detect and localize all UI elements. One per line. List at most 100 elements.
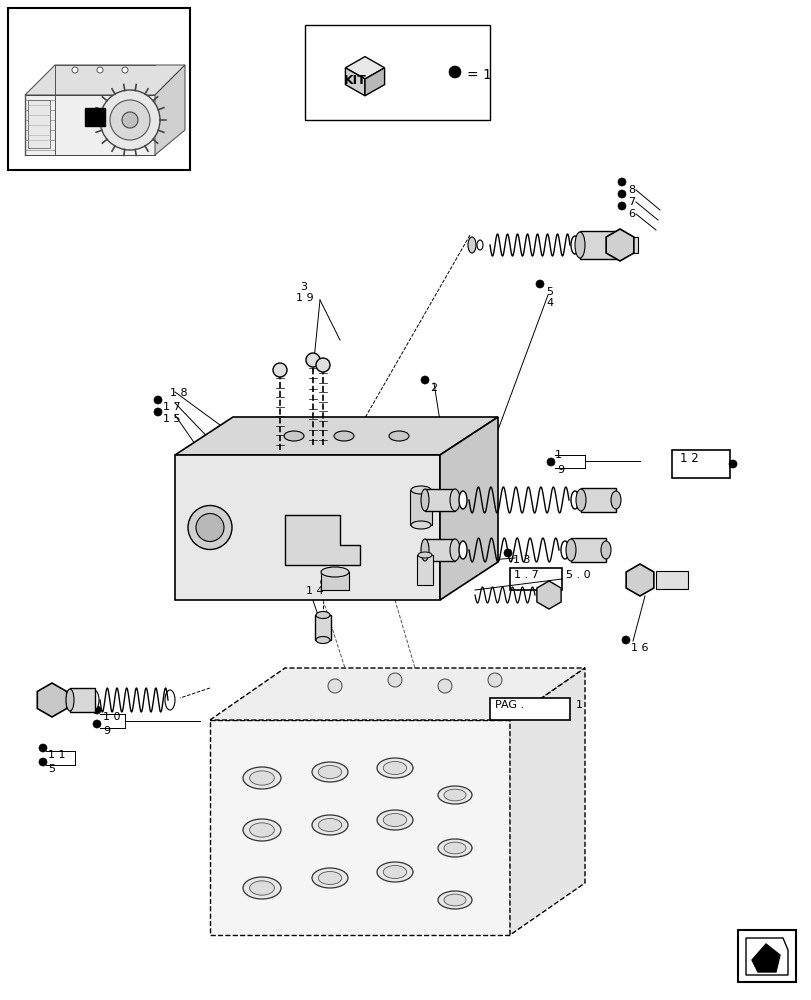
- Text: KIT: KIT: [343, 74, 366, 87]
- Polygon shape: [210, 720, 509, 935]
- Text: 9: 9: [103, 726, 110, 736]
- Circle shape: [306, 353, 320, 367]
- Ellipse shape: [476, 240, 483, 250]
- Circle shape: [272, 363, 286, 377]
- Polygon shape: [345, 57, 384, 79]
- Polygon shape: [25, 65, 185, 95]
- Ellipse shape: [320, 567, 349, 577]
- Ellipse shape: [66, 689, 74, 711]
- Text: 8: 8: [627, 185, 634, 195]
- Ellipse shape: [565, 539, 575, 561]
- Text: 6: 6: [627, 209, 634, 219]
- Ellipse shape: [284, 431, 303, 441]
- Polygon shape: [751, 944, 779, 972]
- Bar: [672, 450, 729, 478]
- Bar: [655, 571, 687, 589]
- Ellipse shape: [420, 489, 428, 511]
- Circle shape: [296, 579, 303, 587]
- Ellipse shape: [570, 236, 578, 254]
- Polygon shape: [625, 564, 653, 596]
- Bar: [85, 108, 105, 126]
- Ellipse shape: [444, 842, 466, 854]
- Circle shape: [315, 358, 329, 372]
- Text: 1 . 7: 1 . 7: [513, 570, 538, 580]
- Polygon shape: [345, 68, 365, 96]
- Ellipse shape: [242, 767, 281, 789]
- Circle shape: [93, 706, 101, 714]
- Text: 5: 5: [48, 764, 55, 774]
- Bar: [620, 237, 637, 253]
- Ellipse shape: [575, 489, 586, 511]
- Circle shape: [728, 460, 736, 468]
- Text: 7: 7: [627, 197, 634, 207]
- Polygon shape: [509, 668, 584, 935]
- Ellipse shape: [315, 637, 329, 644]
- Text: 3: 3: [299, 282, 307, 292]
- Circle shape: [122, 67, 128, 73]
- Polygon shape: [605, 229, 633, 261]
- Ellipse shape: [560, 541, 569, 559]
- Circle shape: [617, 202, 625, 210]
- Text: 1 9: 1 9: [296, 293, 313, 303]
- Circle shape: [535, 280, 543, 288]
- Bar: [581, 488, 616, 512]
- Circle shape: [547, 458, 554, 466]
- Bar: [305, 25, 489, 120]
- Ellipse shape: [600, 541, 610, 559]
- Circle shape: [154, 408, 162, 416]
- Ellipse shape: [610, 491, 620, 509]
- Ellipse shape: [383, 761, 406, 774]
- Polygon shape: [175, 455, 440, 600]
- Circle shape: [100, 90, 160, 150]
- Ellipse shape: [420, 539, 428, 561]
- Circle shape: [504, 549, 512, 557]
- Text: 1: 1: [575, 700, 582, 710]
- Ellipse shape: [418, 552, 431, 558]
- Ellipse shape: [89, 690, 99, 710]
- Ellipse shape: [449, 489, 460, 511]
- Text: 4: 4: [545, 298, 552, 308]
- Ellipse shape: [449, 539, 460, 561]
- Bar: [315, 615, 331, 640]
- Bar: [424, 489, 454, 511]
- Text: 5: 5: [545, 287, 552, 297]
- Polygon shape: [37, 683, 67, 717]
- Text: 5 . 0: 5 . 0: [565, 570, 590, 580]
- Circle shape: [93, 720, 101, 728]
- Text: 1 4: 1 4: [306, 586, 324, 596]
- Ellipse shape: [410, 521, 431, 529]
- Circle shape: [621, 636, 629, 644]
- Text: 1 5: 1 5: [163, 414, 180, 424]
- Ellipse shape: [444, 894, 466, 906]
- Polygon shape: [155, 65, 185, 155]
- Ellipse shape: [458, 541, 466, 559]
- Circle shape: [617, 178, 625, 186]
- Text: 1 2: 1 2: [679, 452, 698, 465]
- Circle shape: [328, 679, 341, 693]
- Circle shape: [195, 514, 224, 542]
- Ellipse shape: [437, 839, 471, 857]
- Text: = 1: = 1: [466, 68, 491, 82]
- Ellipse shape: [249, 823, 274, 837]
- Ellipse shape: [315, 611, 329, 618]
- Polygon shape: [25, 95, 155, 155]
- Text: 1 3: 1 3: [513, 555, 530, 565]
- Circle shape: [487, 673, 501, 687]
- Circle shape: [39, 744, 47, 752]
- Bar: [737, 930, 795, 982]
- Polygon shape: [365, 68, 384, 96]
- Polygon shape: [536, 581, 560, 609]
- Circle shape: [437, 679, 452, 693]
- Ellipse shape: [242, 877, 281, 899]
- Circle shape: [448, 66, 461, 78]
- Ellipse shape: [376, 810, 413, 830]
- Ellipse shape: [249, 771, 274, 785]
- Circle shape: [39, 758, 47, 766]
- Circle shape: [420, 376, 428, 384]
- Ellipse shape: [458, 491, 466, 509]
- Ellipse shape: [318, 818, 341, 831]
- Text: 1 1: 1 1: [48, 750, 66, 760]
- Ellipse shape: [376, 862, 413, 882]
- Ellipse shape: [410, 486, 431, 494]
- Ellipse shape: [318, 765, 341, 778]
